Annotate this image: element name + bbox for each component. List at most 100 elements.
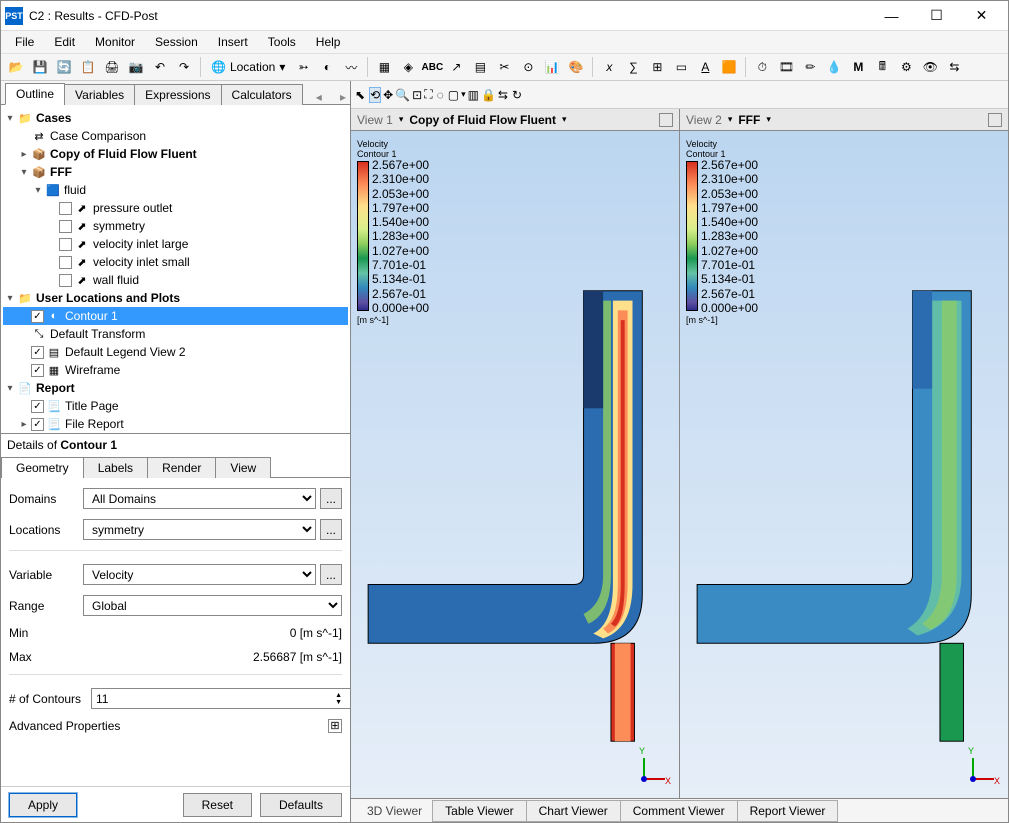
single-view-icon[interactable]: ▢ — [448, 88, 459, 102]
arrow-icon[interactable]: ↗ — [445, 56, 467, 78]
open-icon[interactable]: 📂 — [5, 56, 27, 78]
locations-select[interactable]: symmetry — [83, 519, 316, 540]
ncontours-input[interactable] — [91, 688, 350, 709]
compare-icon[interactable]: 👁 — [919, 56, 941, 78]
dtab-geometry[interactable]: Geometry — [1, 457, 84, 478]
tree-user-locations[interactable]: ▾📁User Locations and Plots — [3, 289, 348, 307]
spinner-buttons[interactable]: ▲▼ — [335, 692, 342, 706]
highlight-icon[interactable]: ◌ — [437, 88, 444, 102]
region-icon[interactable]: ▭ — [670, 56, 692, 78]
tree-case-comparison[interactable]: ⇄Case Comparison — [3, 127, 348, 145]
vtab-table[interactable]: Table Viewer — [432, 800, 526, 822]
tree-wall-fluid[interactable]: ⬈wall fluid — [3, 271, 348, 289]
view2-canvas[interactable]: Velocity Contour 1 2.567e+002.310e+002.0… — [680, 131, 1008, 798]
variable-icon[interactable]: x — [598, 56, 620, 78]
checkbox[interactable]: ✓ — [31, 364, 44, 377]
dtab-labels[interactable]: Labels — [83, 457, 148, 478]
macro-icon[interactable]: M — [847, 56, 869, 78]
probe-icon[interactable]: ✏ — [799, 56, 821, 78]
domains-more-button[interactable]: ... — [320, 488, 342, 509]
tree-vel-inlet-large[interactable]: ⬈velocity inlet large — [3, 235, 348, 253]
tree-default-transform[interactable]: ⤡Default Transform — [3, 325, 348, 343]
annotation-icon[interactable]: A — [694, 56, 716, 78]
variable-select[interactable]: Velocity — [83, 564, 316, 585]
outline-tree[interactable]: ▾📁Cases ⇄Case Comparison ▸📦Copy of Fluid… — [1, 105, 350, 433]
print-icon[interactable]: 🖨 — [101, 56, 123, 78]
split-view-icon[interactable]: ▥ — [468, 88, 479, 102]
view2-header[interactable]: View 2▾ FFF▾ — [680, 109, 1008, 131]
fit-icon[interactable]: ⛶ — [424, 87, 432, 102]
menu-session[interactable]: Session — [145, 33, 208, 51]
sync-icon[interactable]: ⇆ — [943, 56, 965, 78]
expand-icon[interactable]: ⊞ — [328, 719, 342, 733]
tree-copy-fff[interactable]: ▸📦Copy of Fluid Flow Fluent — [3, 145, 348, 163]
range-select[interactable]: Global — [83, 595, 342, 616]
dtab-render[interactable]: Render — [147, 457, 216, 478]
tab-calculators[interactable]: Calculators — [221, 84, 303, 105]
dtab-view[interactable]: View — [215, 457, 271, 478]
tab-prev-icon[interactable]: ◂ — [312, 90, 326, 104]
menu-file[interactable]: File — [5, 33, 44, 51]
iso-icon[interactable]: ◈ — [397, 56, 419, 78]
select-icon[interactable]: ⬉ — [355, 88, 365, 102]
expression-icon[interactable]: ∑ — [622, 56, 644, 78]
vtab-chart[interactable]: Chart Viewer — [526, 800, 621, 822]
colormap-icon[interactable]: 🟧 — [718, 56, 740, 78]
tab-outline[interactable]: Outline — [5, 83, 65, 105]
copy-icon[interactable]: 📋 — [77, 56, 99, 78]
close-button[interactable]: ✕ — [959, 2, 1004, 30]
vector-icon[interactable]: ➳ — [292, 56, 314, 78]
variable-more-button[interactable]: ... — [320, 564, 342, 585]
tree-title-page[interactable]: ✓📃Title Page — [3, 397, 348, 415]
tab-variables[interactable]: Variables — [64, 84, 135, 105]
reset-button[interactable]: Reset — [183, 793, 252, 817]
point-icon[interactable]: ⊙ — [517, 56, 539, 78]
table-icon[interactable]: ⊞ — [646, 56, 668, 78]
checkbox[interactable]: ✓ — [31, 418, 44, 431]
menu-tools[interactable]: Tools — [258, 33, 306, 51]
vtab-comment[interactable]: Comment Viewer — [620, 800, 738, 822]
tree-pressure-outlet[interactable]: ⬈pressure outlet — [3, 199, 348, 217]
checkbox[interactable] — [59, 202, 72, 215]
timer-icon[interactable]: ⏱ — [751, 56, 773, 78]
mesh-icon[interactable]: ▦ — [373, 56, 395, 78]
menu-insert[interactable]: Insert — [208, 33, 258, 51]
zoombox-icon[interactable]: ⊡ — [412, 88, 422, 102]
turbo-icon[interactable]: ⚙ — [895, 56, 917, 78]
maximize-view-icon[interactable] — [659, 113, 673, 127]
locations-more-button[interactable]: ... — [320, 519, 342, 540]
camera-icon[interactable]: 📷 — [125, 56, 147, 78]
tree-wireframe[interactable]: ✓▦Wireframe — [3, 361, 348, 379]
apply-button[interactable]: Apply — [9, 793, 77, 817]
clip-icon[interactable]: ✂ — [493, 56, 515, 78]
menu-monitor[interactable]: Monitor — [85, 33, 145, 51]
view1-canvas[interactable]: Velocity Contour 1 2.567e+002.310e+002.0… — [351, 131, 679, 798]
text-icon[interactable]: ABC — [421, 56, 443, 78]
minimize-button[interactable]: — — [869, 2, 914, 30]
checkbox[interactable]: ✓ — [31, 346, 44, 359]
zoom-icon[interactable]: 🔍 — [395, 88, 410, 102]
streamline-icon[interactable]: 〰 — [340, 56, 362, 78]
legend-icon[interactable]: ▤ — [469, 56, 491, 78]
menu-edit[interactable]: Edit — [44, 33, 85, 51]
checkbox[interactable] — [59, 274, 72, 287]
reload-icon[interactable]: 🔄 — [53, 56, 75, 78]
menu-help[interactable]: Help — [306, 33, 351, 51]
refresh-icon[interactable]: ↻ — [512, 88, 522, 102]
tree-cases[interactable]: ▾📁Cases — [3, 109, 348, 127]
checkbox[interactable]: ✓ — [31, 400, 44, 413]
maximize-button[interactable]: ☐ — [914, 2, 959, 30]
redo-icon[interactable]: ↷ — [173, 56, 195, 78]
tree-report[interactable]: ▾📄Report — [3, 379, 348, 397]
advanced-label[interactable]: Advanced Properties — [9, 719, 120, 733]
maximize-view-icon[interactable] — [988, 113, 1002, 127]
palette-icon[interactable]: 🎨 — [565, 56, 587, 78]
calc-icon[interactable]: 🖩 — [871, 56, 893, 78]
lock-icon[interactable]: 🔒 — [481, 88, 496, 102]
tree-fluid[interactable]: ▾🟦fluid — [3, 181, 348, 199]
defaults-button[interactable]: Defaults — [260, 793, 342, 817]
tree-fff[interactable]: ▾📦FFF — [3, 163, 348, 181]
domains-select[interactable]: All Domains — [83, 488, 316, 509]
location-dropdown[interactable]: 🌐 Location ▾ — [206, 59, 290, 75]
pan-icon[interactable]: ✥ — [383, 88, 393, 102]
